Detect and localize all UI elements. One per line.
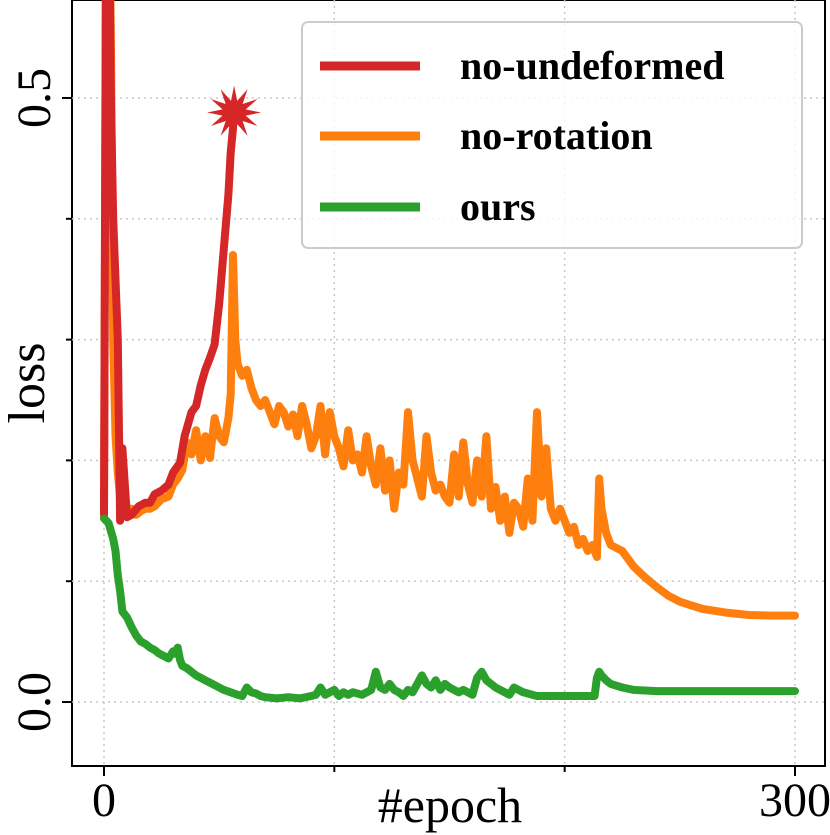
series-end-star-marker (207, 85, 262, 140)
plot-frame (71, 0, 826, 767)
legend-label-no-undeformed: no-undeformed (460, 43, 724, 88)
series-line-no-rotation (100, 0, 799, 620)
y-tick-label-0: 0.0 (8, 672, 61, 732)
ticks: 0 300 0.0 0.5 (8, 68, 830, 827)
x-axis-label: #epoch (378, 777, 522, 833)
y-axis-label: loss (0, 343, 56, 424)
legend: no-undeformed no-rotation ours (301, 21, 803, 249)
series-line-ours (100, 514, 799, 703)
x-tick-label-3: 300 (759, 774, 830, 827)
y-tick-label-5: 0.5 (8, 68, 61, 128)
legend-label-no-rotation: no-rotation (460, 113, 653, 158)
legend-box (301, 21, 803, 249)
x-tick-label-0: 0 (92, 774, 116, 827)
series-lines (100, 0, 799, 703)
series-line-no-undeformed (100, 0, 239, 525)
legend-label-ours: ours (460, 184, 536, 229)
